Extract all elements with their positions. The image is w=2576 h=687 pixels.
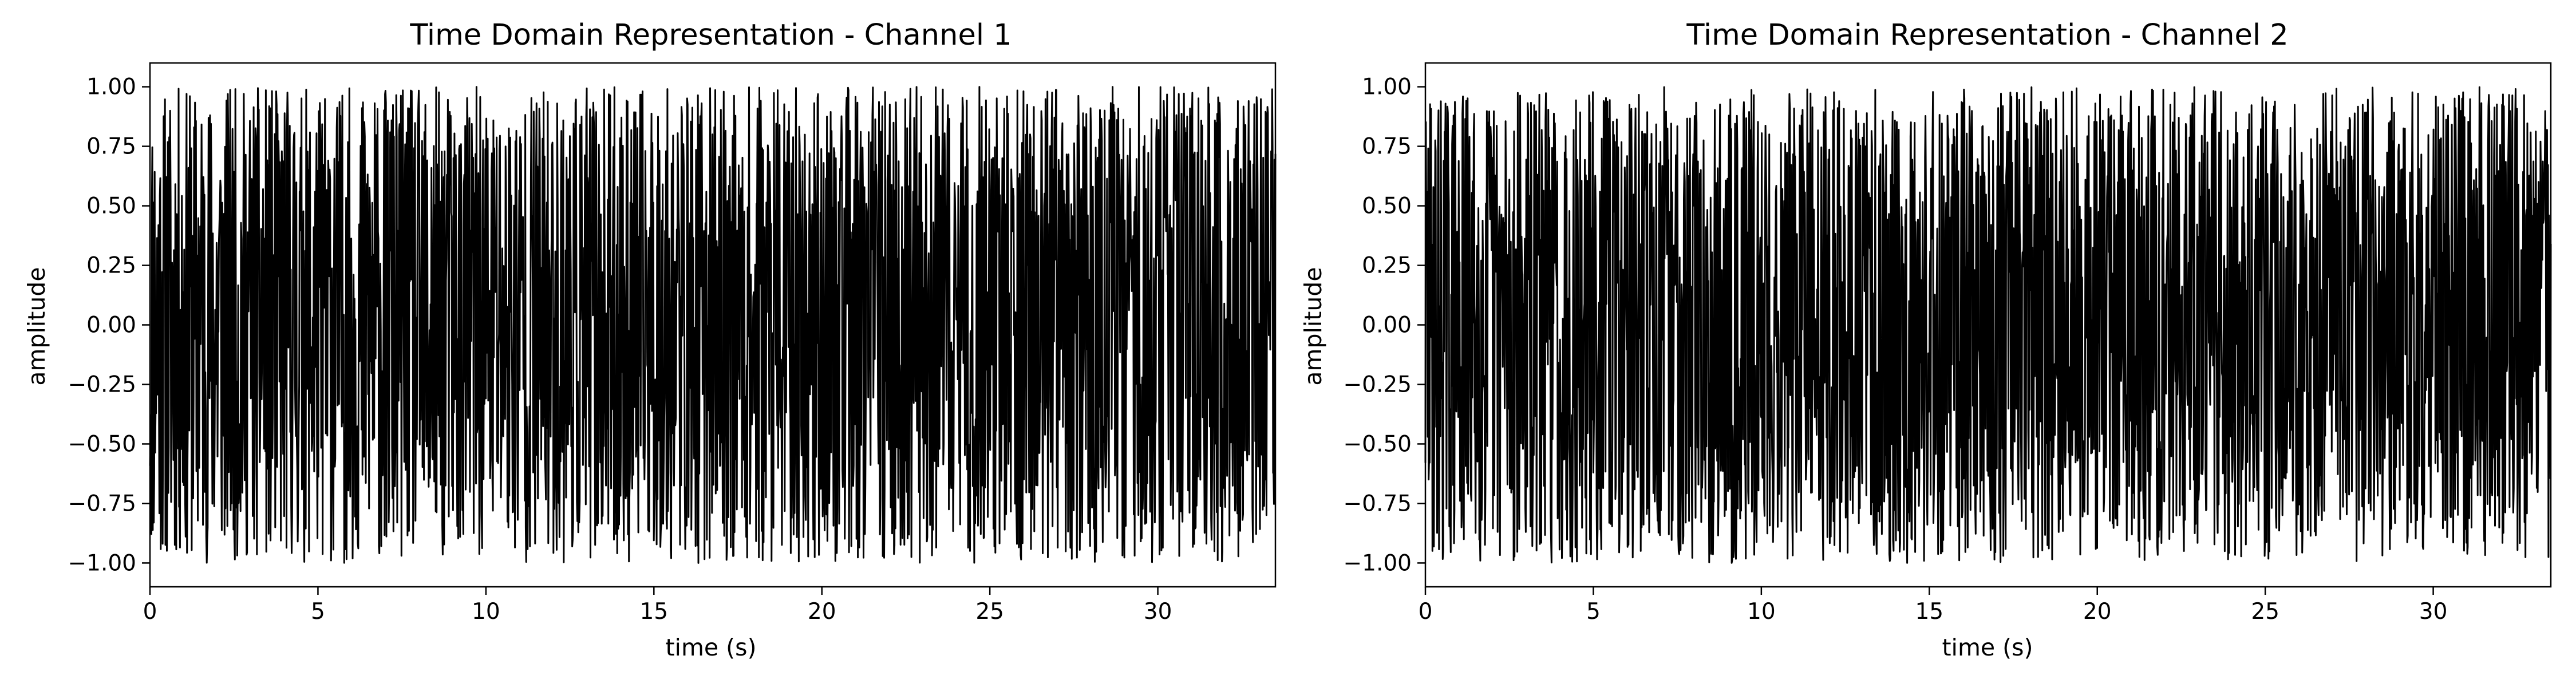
y-tick-label: 0.75: [86, 134, 136, 160]
y-tick-label: 0.00: [1362, 313, 1412, 338]
plot-area: 0 5 10 15 20 25 30 1.00 0.75 0.50 0.25 0.00 −0.25 −0.…: [1343, 62, 2552, 625]
y-tick-label: 1.00: [1362, 74, 1412, 100]
series-line: [149, 86, 1277, 564]
x-tick-label: 10: [1747, 599, 1776, 625]
chart-channel-2: Time Domain Representation - Channel 2 t…: [1299, 18, 2552, 661]
x-tick-label: 15: [639, 599, 668, 625]
x-tick-label: 0: [143, 599, 157, 625]
y-tick-label: −0.50: [68, 431, 136, 457]
x-tick-label: 5: [1586, 599, 1601, 625]
y-tick-label: −0.75: [68, 491, 136, 516]
chart-title: Time Domain Representation - Channel 2: [1686, 18, 2288, 52]
y-tick-label: 0.75: [1362, 134, 1412, 160]
x-tick-label: 20: [2083, 599, 2112, 625]
y-tick-label: −0.25: [1343, 372, 1412, 397]
x-tick-label: 10: [472, 599, 500, 625]
x-tick-label: 0: [1419, 599, 1433, 625]
x-tick-label: 20: [808, 599, 836, 625]
y-axis-label: amplitude: [1299, 267, 1327, 385]
chart-channel-1: Time Domain Representation - Channel 1 t…: [23, 18, 1277, 661]
x-tick-label: 30: [1144, 599, 1172, 625]
y-tick-label: −0.75: [1343, 491, 1412, 516]
series-line: [1424, 86, 2552, 564]
x-tick-label: 30: [2419, 599, 2448, 625]
plot-area: 0 5 10 15 20 25 30 1.00 0.75 0.50 0.25 0.00 −0.25 −0.…: [68, 62, 1277, 625]
x-tick-label: 5: [311, 599, 325, 625]
y-tick-label: 0.25: [1362, 253, 1412, 279]
y-tick-label: 0.50: [86, 194, 136, 219]
x-axis-label: time (s): [1942, 634, 2033, 661]
y-tick-label: 0.00: [86, 313, 136, 338]
y-tick-label: 0.50: [1362, 194, 1412, 219]
y-tick-label: −0.25: [68, 372, 136, 397]
y-axis-label: amplitude: [23, 267, 50, 385]
y-tick-label: −0.50: [1343, 431, 1412, 457]
y-tick-label: 1.00: [86, 74, 136, 100]
x-axis-label: time (s): [665, 634, 756, 661]
x-tick-label: 25: [975, 599, 1004, 625]
y-tick-label: −1.00: [68, 550, 136, 576]
chart-title: Time Domain Representation - Channel 1: [409, 18, 1012, 52]
x-tick-label: 15: [1915, 599, 1943, 625]
y-tick-label: 0.25: [86, 253, 136, 279]
x-tick-label: 25: [2251, 599, 2279, 625]
y-tick-label: −1.00: [1343, 550, 1412, 576]
